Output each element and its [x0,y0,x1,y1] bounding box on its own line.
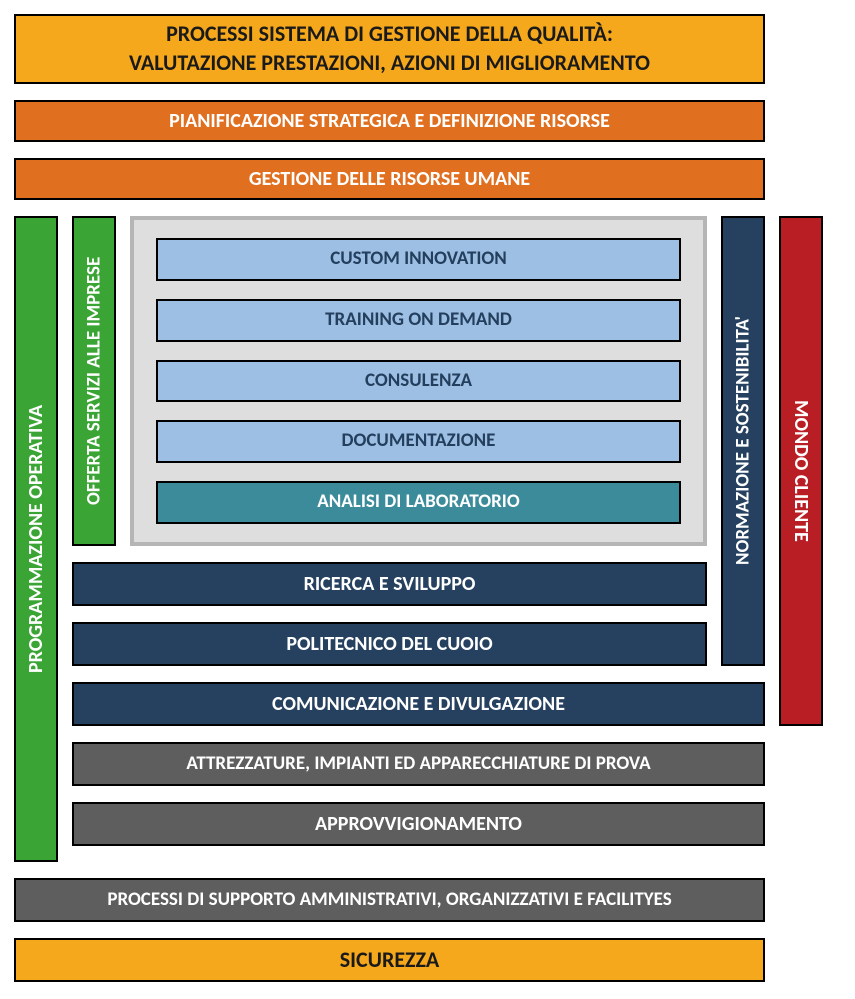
left-inner-offerta: OFFERTA SERVIZI ALLE IMPRESE [72,216,116,546]
orange-bar-hr: GESTIONE DELLE RISORSE UMANE [14,158,765,200]
svc-analisi-lab: ANALISI DI LABORATORIO [156,481,681,524]
navy-comunicazione: COMUNICAZIONE E DIVULGAZIONE [72,682,765,726]
svc-consulenza: CONSULENZA [156,360,681,403]
gray-approvvigionamento: APPROVVIGIONAMENTO [72,802,765,846]
svc-training: TRAINING ON DEMAND [156,299,681,342]
bottom-sicurezza: SICUREZZA [14,938,765,982]
center-panel: CUSTOM INNOVATION TRAINING ON DEMAND CON… [130,216,707,546]
top-quality-bar: PROCESSI SISTEMA DI GESTIONE DELLA QUALI… [14,14,765,84]
svc-custom-innovation: CUSTOM INNOVATION [156,238,681,281]
bottom-supporto: PROCESSI DI SUPPORTO AMMINISTRATIVI, ORG… [14,878,765,922]
gray-attrezzature: ATTREZZATURE, IMPIANTI ED APPARECCHIATUR… [72,742,765,786]
left-outer-programmazione: PROGRAMMAZIONE OPERATIVA [14,216,58,862]
svc-documentazione: DOCUMENTAZIONE [156,420,681,463]
right-inner-normazione: NORMAZIONE E SOSTENIBILITA' [721,216,765,666]
navy-ricerca: RICERCA E SVILUPPO [72,562,707,606]
top-line1: PROCESSI SISTEMA DI GESTIONE DELLA QUALI… [129,20,650,49]
orange-bar-strategic: PIANIFICAZIONE STRATEGICA E DEFINIZIONE … [14,100,765,142]
navy-politecnico: POLITECNICO DEL CUOIO [72,622,707,666]
right-outer-mondo-cliente: MONDO CLIENTE [779,216,823,726]
top-line2: VALUTAZIONE PRESTAZIONI, AZIONI DI MIGLI… [129,49,650,78]
